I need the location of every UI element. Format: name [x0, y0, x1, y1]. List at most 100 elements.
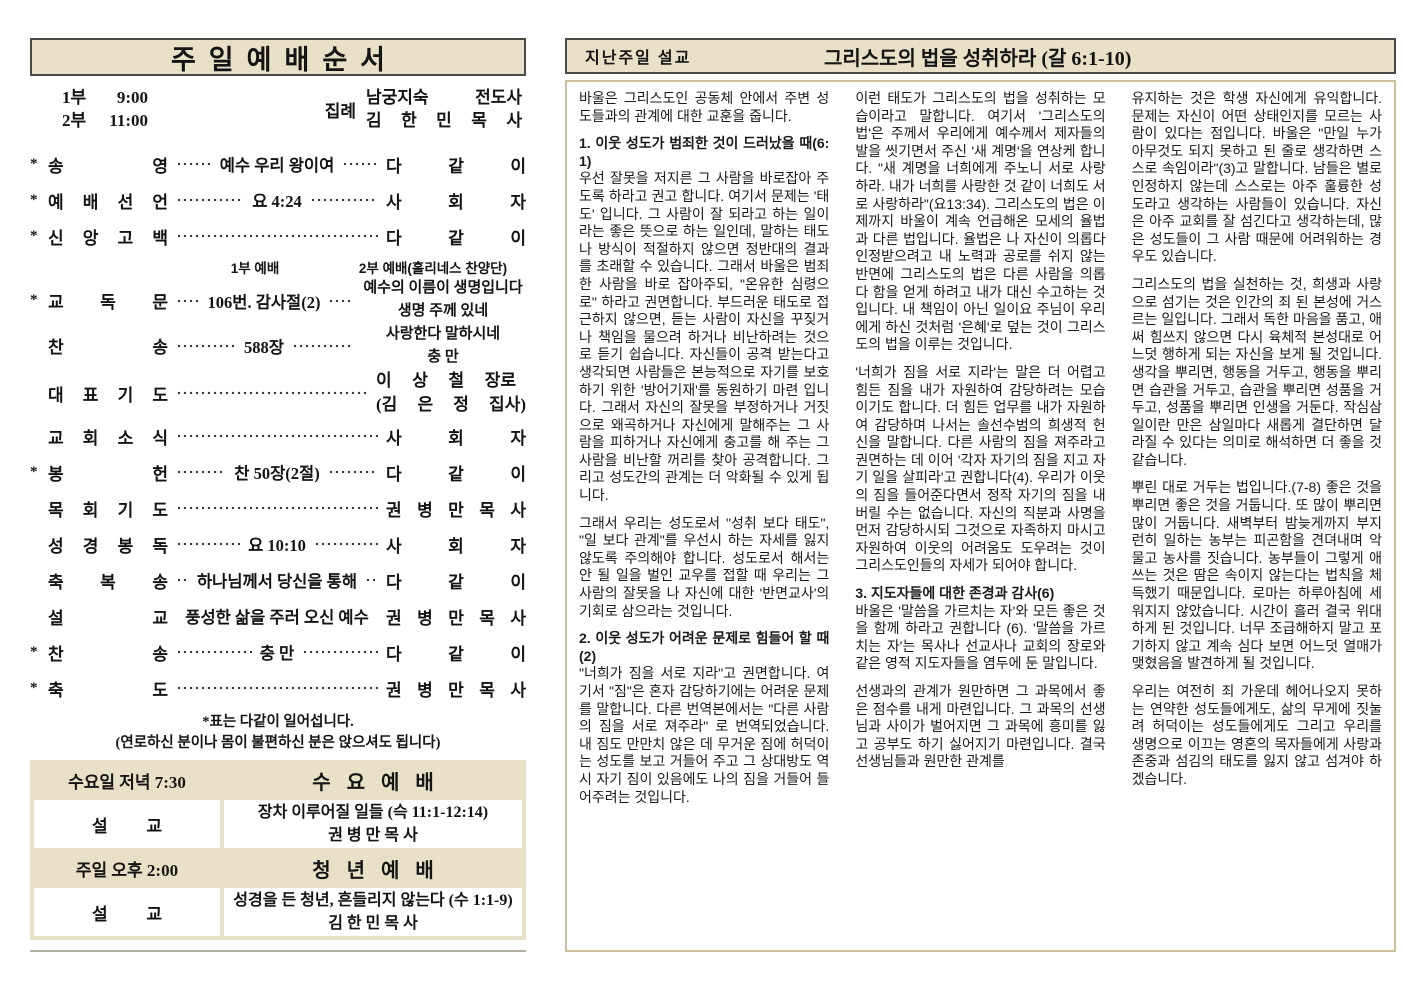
stand-marker: *	[30, 292, 38, 308]
order-item-person: 사 회 자	[386, 428, 526, 448]
dot-leader	[176, 297, 200, 304]
order-item-person: 다 같 이	[386, 228, 526, 248]
standing-note-line: *표는 다같이 일어섭니다.	[202, 714, 354, 730]
service-part-label: 1부	[62, 88, 87, 107]
praise-song-line: 생명 주께 있네	[397, 303, 489, 319]
stand-marker: *	[30, 155, 38, 172]
sermon-paragraph: 이런 태도가 그리스도의 법을 성취하는 모습이라고 말합니다. 여기서 '그리…	[855, 90, 1106, 353]
schedule-time-cell: 수요일 저녁 7:30	[68, 772, 186, 792]
stand-marker: *	[30, 679, 38, 696]
praise-song-list: 예수의 이름이 생명입니다 생명 주께 있네 사랑한다 말하시네 충 만	[360, 278, 526, 368]
schedule-sermon-title: 성경을 든 청년, 흔들리지 않는다 (수 1:1-9)	[233, 892, 513, 909]
order-item-label: 축 도	[48, 680, 168, 700]
order-row-representative-prayer: 대 표 기 도 이 상 철 장로 (김 은 정 집사)	[30, 368, 526, 418]
schedule-label-cell: 설 교	[34, 888, 220, 936]
stand-marker: *	[30, 463, 38, 480]
dot-leader	[176, 505, 378, 511]
schedule-sermon-title: 장차 이루어질 일들 (슥 11:1-12:14)	[257, 804, 489, 821]
sermon-paragraph: 우선 잘못을 저지른 그 사람을 바로잡아 주도록 하라고 권고 합니다. 여기…	[579, 170, 830, 504]
order-item-person: 다 같 이	[386, 156, 527, 176]
standing-note-line: (연로하신 분이나 몸이 불편하신 분은 앉으셔도 됩니다)	[115, 735, 441, 751]
schedule-detail-cell: 장차 이루어질 일들 (슥 11:1-12:14) 권 병 만 목 사	[224, 800, 522, 848]
praise-song-line: 충 만	[427, 349, 459, 365]
dot-leader	[176, 161, 212, 167]
service-time-1: 1부 9:00	[62, 86, 148, 109]
order-item-label: 예 배 선 언	[48, 192, 168, 212]
order-item-person: 사 회 자	[386, 192, 526, 212]
order-item-label: 성 경 봉 독	[48, 536, 168, 556]
service-time-2: 2부 11:00	[62, 109, 148, 132]
order-row-pastoral-prayer: 목 회 기 도 권 병 만 목 사	[30, 490, 526, 526]
order-item-person: 다 같 이	[386, 644, 526, 664]
order-row-hymn-final: * 찬 송 충 만 다 같 이	[30, 634, 526, 670]
sermon-heading: 1. 이웃 성도가 범죄한 것이 드러났을 때(6:1)	[579, 135, 830, 169]
order-item-label: 신 앙 고 백	[48, 228, 168, 248]
dot-leader	[309, 197, 378, 203]
bottom-divider	[30, 950, 526, 952]
sermon-summary-panel: 지난주일 설교 그리스도의 법을 성취하라 (갈 6:1-10) 바울은 그리스…	[565, 38, 1396, 952]
service-times: 1부 9:00 2부 11:00	[62, 86, 148, 132]
order-item-person: 이 상 철 장로	[376, 371, 516, 390]
standing-notes: *표는 다같이 일어섭니다. (연로하신 분이나 몸이 불편하신 분은 앉으셔도…	[30, 712, 526, 754]
order-row-call-to-worship: * 예 배 선 언 요 4:24 사 회 자	[30, 182, 526, 218]
schedule-preacher: 권 병 만 목 사	[328, 827, 418, 844]
order-row-creed: * 신 앙 고 백 다 같 이	[30, 218, 526, 254]
order-row-songyeong: * 송 영 예수 우리 왕이여 다 같 이	[30, 146, 526, 182]
service-column-subheaders: 1부 예배 2부 예배(홀리네스 찬양단)	[30, 256, 526, 278]
order-item-detail: 충 만	[259, 644, 295, 663]
sermon-header: 지난주일 설교 그리스도의 법을 성취하라 (갈 6:1-10)	[565, 38, 1396, 74]
dot-leader	[376, 613, 379, 619]
officiant-name: 김 한 민 목 사	[366, 111, 522, 130]
dot-leader	[176, 541, 241, 547]
sermon-column-1: 바울은 그리스도인 공동체 안에서 주변 성도들과의 관계에 대한 교훈을 줍니…	[579, 90, 829, 942]
officiant-block: 집례 남궁지숙 전도사 김 한 민 목 사	[325, 86, 522, 132]
dot-leader	[291, 342, 352, 349]
schedule-preacher: 김 한 민 목 사	[328, 915, 418, 932]
order-item-label: 찬 송	[48, 644, 168, 664]
dot-leader	[302, 649, 378, 655]
schedule-detail-cell: 성경을 든 청년, 흔들리지 않는다 (수 1:1-9) 김 한 민 목 사	[224, 888, 522, 936]
order-item-person: 다 같 이	[386, 464, 526, 484]
order-item-person: 사 회 자	[386, 536, 526, 556]
service-time-value: 11:00	[109, 111, 148, 130]
sermon-paragraph: "너희가 짐을 서로 지라"고 권면합니다. 여기서 "짐"은 혼자 감당하기에…	[579, 665, 830, 805]
schedule-header-youth: 주일 오후 2:00 청년예배	[34, 852, 522, 884]
dot-leader	[176, 649, 252, 655]
service-time-value: 9:00	[116, 88, 148, 107]
subheader-second-service: 2부 예배(홀리네스 찬양단)	[358, 261, 508, 276]
order-item-detail: 예수 우리 왕이여	[219, 156, 335, 175]
order-row-scripture-reading: 성 경 봉 독 요 10:10 사 회 자	[30, 526, 526, 562]
subheader-first-service: 1부 예배	[230, 261, 280, 276]
responsive-reading-rows: * 교 독 문 106번. 감사절(2) 찬 송 588장	[30, 278, 360, 368]
schedule-label: 설 교	[92, 816, 162, 836]
sermon-paragraph: 선생과의 관계가 원만하면 그 과목에서 좋은 점수를 내게 마련입니다. 그 …	[855, 683, 1106, 770]
stand-marker: *	[30, 643, 38, 660]
sermon-body: 바울은 그리스도인 공동체 안에서 주변 성도들과의 관계에 대한 교훈을 줍니…	[565, 80, 1396, 952]
sermon-paragraph: 그래서 우리는 성도로서 "성취 보다 태도", "일 보다 관계"를 우선시 …	[579, 514, 830, 619]
order-row-sermon: 설 교 풍성한 삶을 주러 오신 예수 권 병 만 목 사	[30, 598, 526, 634]
sermon-paragraph: '너희가 짐을 서로 지라'는 말은 더 어렵고 힘든 짐을 내가 자원하여 감…	[855, 363, 1106, 574]
schedule-row-wednesday-sermon: 설 교 장차 이루어질 일들 (슥 11:1-12:14) 권 병 만 목 사	[34, 800, 522, 848]
weekly-schedule-table: 수요일 저녁 7:30 수요예배 설 교 장차 이루어질 일들 (슥 11:1-…	[30, 760, 526, 940]
dot-leader	[313, 541, 378, 547]
order-item-person: 다 같 이	[386, 572, 526, 592]
sermon-title: 그리스도의 법을 성취하라 (갈 6:1-10)	[823, 47, 1132, 70]
order-row-blessing-song: 축 복 송 하나님께서 당신을 통해 다 같 이	[30, 562, 526, 598]
service-part-label: 2부	[62, 111, 87, 130]
dot-leader	[176, 433, 378, 439]
order-item-detail: 106번. 감사절(2)	[207, 292, 321, 312]
page-title: 주일예배순서	[30, 38, 526, 76]
schedule-header-wednesday: 수요일 저녁 7:30 수요예배	[34, 764, 522, 796]
order-row-offering: * 봉 헌 찬 50장(2절) 다 같 이	[30, 454, 526, 490]
order-item-person: 권 병 만 목 사	[386, 680, 526, 700]
worship-order-panel: 주일예배순서 1부 9:00 2부 11:00 집례 남궁지숙 전도사 김 한 …	[30, 38, 526, 952]
order-item-person-stack: 이 상 철 장로 (김 은 정 집사)	[376, 369, 526, 417]
dot-leader	[176, 233, 378, 239]
dot-leader	[176, 197, 245, 203]
order-item-detail: 588장	[244, 337, 284, 357]
dot-leader	[176, 577, 189, 583]
order-item-label: 설 교	[48, 608, 168, 628]
officiant-name: 남궁지숙 전도사	[366, 88, 522, 107]
order-row-benediction: * 축 도 권 병 만 목 사	[30, 670, 526, 706]
order-row-church-news: 교 회 소 식 사 회 자	[30, 418, 526, 454]
